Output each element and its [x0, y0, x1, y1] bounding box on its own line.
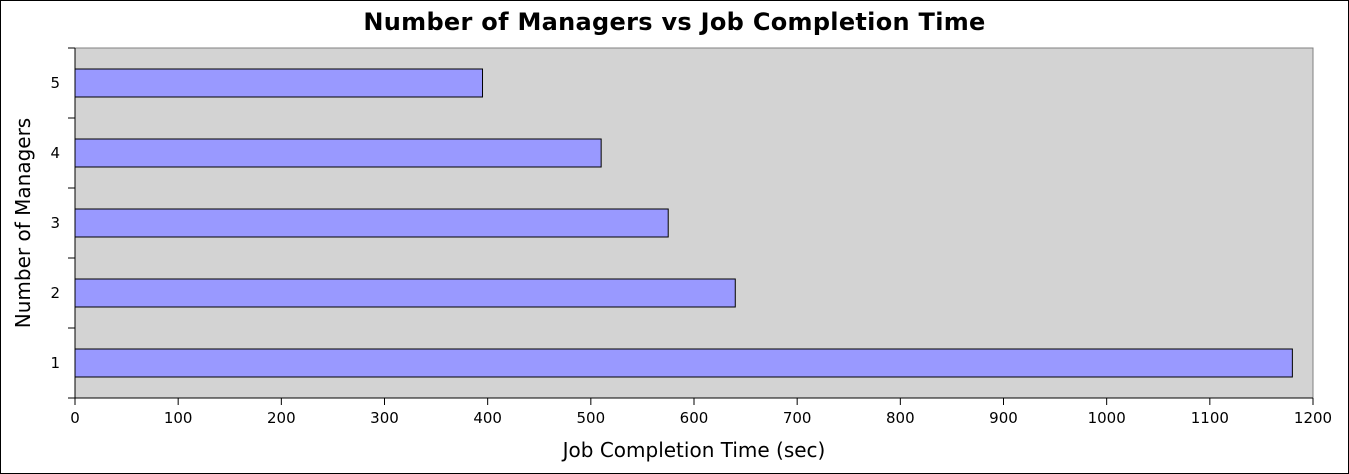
- x-tick-label: 400: [473, 409, 502, 427]
- y-tick-label: 1: [50, 354, 60, 372]
- x-tick-label: 200: [267, 409, 296, 427]
- x-tick-label: 1100: [1191, 409, 1229, 427]
- bar-2: [74, 278, 736, 308]
- x-tick-label: 500: [577, 409, 606, 427]
- y-tick-label: 4: [50, 144, 60, 162]
- x-tick-label: 300: [370, 409, 399, 427]
- bar-3: [74, 208, 669, 238]
- x-axis-title: Job Completion Time (sec): [561, 438, 826, 462]
- bars-layer: [74, 68, 1293, 378]
- y-tick-label: 2: [50, 284, 60, 302]
- y-tick-label: 3: [50, 214, 60, 232]
- x-tick-label: 1200: [1294, 409, 1332, 427]
- x-tick-label: 800: [886, 409, 915, 427]
- axes-layer: [68, 47, 1314, 405]
- labels-layer: 0 100 200 300 400 500 600 700 800 900 1000 1100 1200…: [50, 74, 1332, 427]
- bar-4: [74, 138, 602, 168]
- chart-title: Number of Managers vs Job Completion Tim…: [363, 8, 986, 36]
- y-tick-label: 5: [50, 74, 60, 92]
- x-tick-label: 600: [680, 409, 709, 427]
- bar-5: [74, 68, 484, 98]
- x-tick-label: 1000: [1088, 409, 1126, 427]
- x-tick-label: 700: [783, 409, 812, 427]
- x-tick-label: 900: [989, 409, 1018, 427]
- bar-1: [74, 348, 1293, 378]
- y-axis-title: Number of Managers: [11, 118, 35, 328]
- x-tick-label: 0: [70, 409, 80, 427]
- x-tick-label: 100: [164, 409, 193, 427]
